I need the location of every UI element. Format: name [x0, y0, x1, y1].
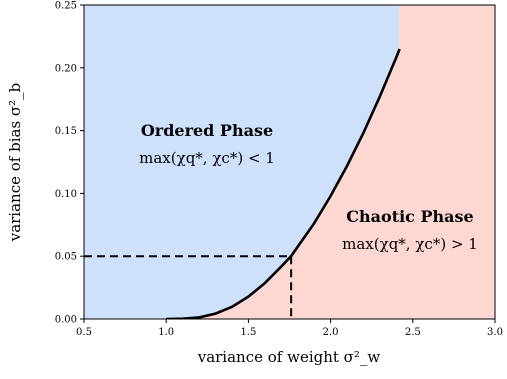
y-tick-label: 0.00: [55, 315, 77, 326]
y-tick-label: 0.15: [55, 126, 77, 137]
y-tick-label: 0.05: [55, 252, 77, 263]
y-tick-label: 0.25: [55, 1, 77, 12]
plot-frame: [83, 4, 496, 320]
ordered-phase-region: [84, 5, 400, 319]
chaotic-phase-condition: max(χq*, χc*) > 1: [342, 235, 478, 253]
ordered-phase-title: Ordered Phase: [141, 121, 273, 140]
x-tick-label: 1.5: [240, 327, 256, 338]
x-tick-label: 2.5: [405, 327, 421, 338]
chaotic-phase-title: Chaotic Phase: [346, 207, 473, 226]
x-tick-label: 3.0: [487, 327, 503, 338]
chaotic-phase-region: [166, 5, 495, 319]
x-tick-label: 2.0: [323, 327, 339, 338]
x-tick-label: 0.5: [76, 327, 92, 338]
phase-boundary-line: [166, 48, 401, 319]
y-tick-label: 0.10: [55, 189, 77, 200]
y-axis-label: variance of bias σ²_b: [6, 83, 24, 243]
ordered-phase-condition: max(χq*, χc*) < 1: [139, 149, 275, 167]
y-tick-label: 0.20: [55, 63, 77, 74]
x-tick-label: 1.0: [158, 327, 174, 338]
x-axis-label: variance of weight σ²_w: [197, 348, 381, 366]
